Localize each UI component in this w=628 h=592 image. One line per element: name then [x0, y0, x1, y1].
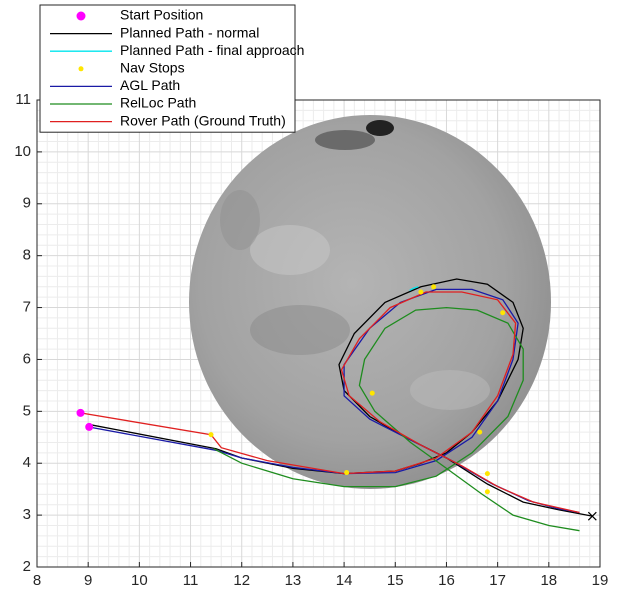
x-tick-label: 9 [84, 572, 92, 589]
y-tick-label: 4 [23, 454, 31, 471]
legend-label: Planned Path - normal [120, 24, 259, 40]
y-tick-label: 11 [15, 91, 31, 108]
point [477, 430, 482, 435]
terrain-map [189, 115, 551, 489]
legend-label: Planned Path - final approach [120, 42, 304, 58]
point [431, 284, 436, 289]
x-tick-label: 15 [387, 572, 404, 589]
terrain-patch [220, 190, 260, 250]
terrain-shadow [315, 130, 375, 150]
x-tick-label: 13 [285, 572, 302, 589]
x-tick-label: 19 [592, 572, 609, 589]
x-tick-label: 14 [336, 572, 353, 589]
chart: Start PositionPlanned Path - normal Plann… [0, 0, 628, 592]
x-tick-label: 11 [183, 572, 199, 589]
legend-label: Nav Stops [120, 60, 185, 76]
y-tick-label: 10 [14, 143, 31, 160]
legend-swatch [77, 12, 86, 21]
point [77, 409, 85, 417]
terrain-patch [250, 305, 350, 355]
legend-label: Rover Path (Ground Truth) [120, 112, 286, 128]
y-tick-label: 9 [23, 195, 31, 212]
y-tick-label: 6 [23, 350, 31, 367]
point [85, 423, 93, 431]
point [485, 471, 490, 476]
terrain-shadow [366, 120, 394, 136]
point [485, 489, 490, 494]
y-tick-label: 2 [23, 558, 31, 575]
x-tick-label: 12 [233, 572, 250, 589]
legend-label: Start Position [120, 7, 203, 23]
point [500, 310, 505, 315]
point [370, 391, 375, 396]
x-tick-label: 8 [33, 572, 41, 589]
x-tick-label: 10 [131, 572, 148, 589]
terrain-patch [250, 225, 330, 275]
point [209, 432, 214, 437]
legend-label: AGL Path [120, 77, 180, 93]
y-tick-label: 7 [23, 299, 31, 316]
point [418, 289, 423, 294]
y-tick-label: 5 [23, 402, 31, 419]
y-tick-label: 8 [23, 247, 31, 264]
legend-swatch [79, 66, 84, 71]
legend-label: RelLoc Path [120, 95, 196, 111]
x-tick-label: 18 [540, 572, 557, 589]
y-tick-label: 3 [23, 506, 31, 523]
terrain-disc [189, 115, 551, 489]
x-tick-label: 16 [438, 572, 455, 589]
point [344, 470, 349, 475]
terrain-patch [410, 370, 490, 410]
x-tick-label: 17 [489, 572, 506, 589]
